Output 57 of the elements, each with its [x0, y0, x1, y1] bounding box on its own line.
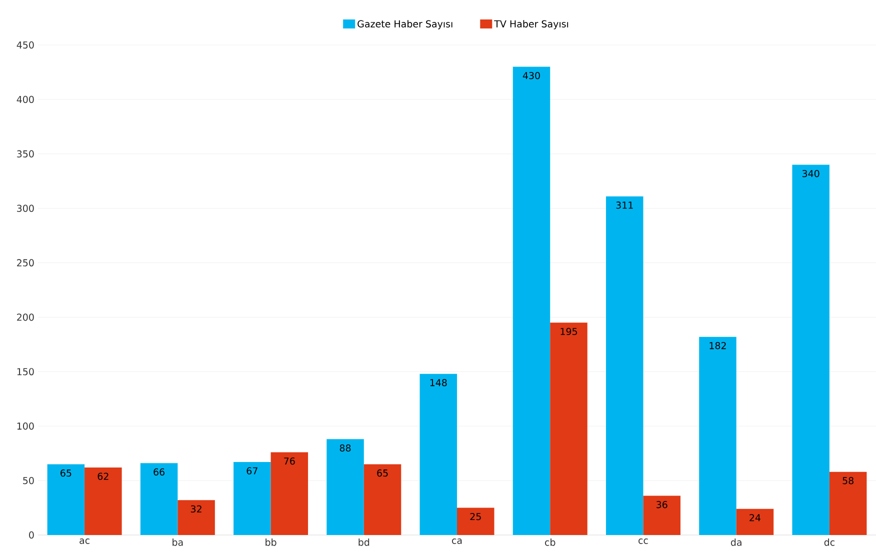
x-tick-label: da [730, 538, 742, 546]
x-tick-label: ac [80, 538, 90, 544]
bar [736, 508, 774, 535]
data-label: 195 [560, 328, 577, 336]
data-label: 25 [470, 512, 481, 520]
bar [457, 508, 494, 535]
y-tick-label: 150 [17, 368, 34, 376]
bar [364, 464, 402, 535]
x-tick-label: cb [545, 538, 556, 546]
bar [234, 462, 271, 535]
x-tick-label: bb [266, 538, 276, 546]
bar [326, 439, 364, 535]
bar [512, 66, 550, 535]
data-label: 311 [616, 202, 633, 209]
bar [420, 374, 458, 535]
data-label: 32 [190, 505, 202, 513]
x-tick-label: bd [358, 538, 370, 546]
data-label: 58 [842, 477, 854, 484]
data-label: 340 [802, 170, 820, 178]
data-label: 182 [710, 342, 726, 350]
data-label: 66 [154, 468, 164, 476]
bar [792, 164, 830, 535]
y-tick-label: 350 [17, 150, 34, 158]
bar [178, 500, 215, 535]
data-label: 36 [656, 501, 668, 508]
bar [550, 322, 588, 535]
x-tick-label: ca [452, 538, 462, 544]
y-tick-label: 400 [16, 96, 34, 104]
bar [606, 196, 644, 535]
bar [47, 464, 85, 535]
data-label: 148 [430, 379, 447, 386]
y-tick-label: 300 [17, 204, 34, 212]
bar [829, 472, 867, 535]
bar [699, 336, 736, 535]
data-label: 430 [522, 72, 540, 80]
y-tick-label: 250 [17, 259, 34, 266]
data-label: 65 [60, 469, 72, 477]
data-label: 65 [377, 469, 388, 477]
bar [270, 452, 308, 535]
x-tick-label: cc [638, 538, 648, 544]
y-tick-label: 450 [16, 41, 34, 49]
legend-label: TV Haber Sayısı [494, 20, 568, 30]
data-label: 24 [750, 514, 760, 522]
y-tick-label: 0 [29, 531, 34, 539]
y-tick-label: 200 [17, 314, 34, 321]
x-tick-label: dc [824, 538, 834, 546]
bar [140, 463, 178, 535]
data-label: 67 [246, 467, 258, 474]
data-label: 88 [340, 444, 351, 452]
bar [643, 496, 680, 535]
data-label: 76 [284, 457, 295, 465]
y-tick-label: 100 [17, 422, 34, 430]
x-tick-label: ba [172, 538, 183, 546]
bar [84, 467, 122, 535]
legend-label: Gazete Haber Sayısı [358, 20, 452, 30]
y-tick-label: 50 [23, 476, 34, 484]
data-label: 62 [98, 472, 108, 480]
